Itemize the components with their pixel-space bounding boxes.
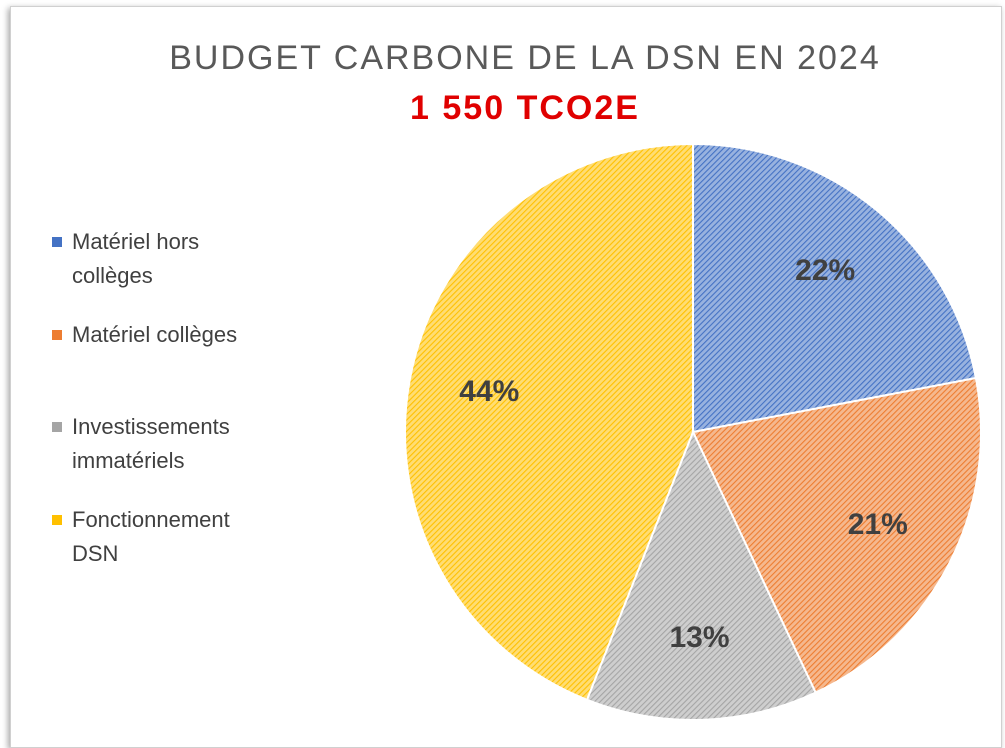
legend-swatch — [52, 330, 62, 340]
legend-item: Fonctionnement DSN — [52, 503, 272, 571]
legend-label: Matériel collèges — [72, 322, 238, 347]
pie-slice — [404, 142, 694, 702]
data-label: 22% — [795, 254, 855, 287]
data-label: 44% — [459, 375, 519, 408]
legend-item: Matériel hors collèges — [52, 225, 272, 293]
legend-swatch — [52, 515, 62, 525]
legend-label: Investissements immatériels — [72, 414, 230, 473]
pie-slice — [585, 429, 817, 721]
chart-title: BUDGET CARBONE DE LA DSN EN 2024 — [169, 39, 880, 77]
legend-item: Matériel collèges — [52, 318, 272, 352]
legend-label: Fonctionnement DSN — [72, 507, 230, 566]
pie-slice — [691, 376, 982, 694]
legend-swatch — [52, 237, 62, 247]
legend-item: Investissements immatériels — [52, 410, 272, 478]
data-label: 21% — [848, 508, 908, 541]
data-label: 13% — [669, 621, 729, 654]
pie-slice — [692, 142, 978, 434]
legend-label: Matériel hors collèges — [72, 229, 200, 288]
chart-subtitle: 1 550 TCO2E — [410, 89, 640, 127]
legend-swatch — [52, 422, 62, 432]
